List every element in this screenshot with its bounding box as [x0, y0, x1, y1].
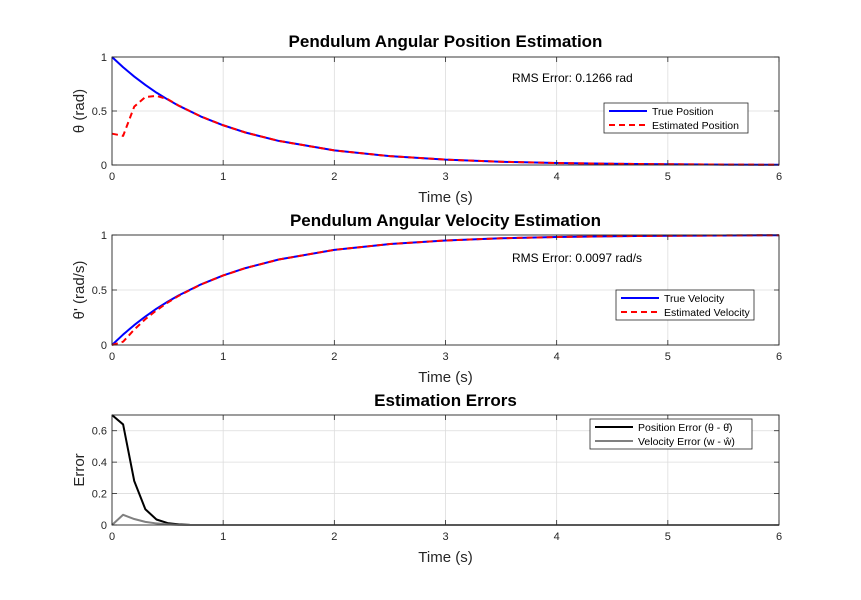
subplot-2: 0 1 2 3 4 5 6 0 0.5 1 Pendulum Angular Velocity Es…: [71, 211, 782, 386]
x-axis-label: Time (s): [418, 549, 472, 566]
y-tick-label: 0.2: [92, 489, 107, 501]
x-tick-label: 1: [220, 171, 226, 183]
x-tick-label: 1: [220, 531, 226, 543]
y-axis-label: Error: [71, 453, 88, 486]
x-tick-label: 1: [220, 351, 226, 363]
y-tick-label: 0.6: [92, 426, 107, 438]
x-tick-label: 0: [109, 531, 115, 543]
legend-label-1: Position Error (θ - θ̂): [638, 422, 733, 434]
y-axis-label: θ' (rad/s): [71, 261, 88, 320]
y-tick-label: 0.4: [92, 457, 107, 469]
x-tick-label: 6: [776, 351, 782, 363]
legend: True Velocity Estimated Velocity: [615, 289, 755, 321]
legend-box: [589, 418, 753, 450]
legend-label-2: Velocity Error (w - ŵ): [638, 436, 735, 448]
y-tick-label: 0.5: [92, 106, 107, 118]
x-tick-label: 3: [442, 351, 448, 363]
chart-title: Estimation Errors: [374, 391, 517, 410]
legend-label-1: True Position: [652, 106, 714, 118]
y-tick-label: 1: [101, 230, 107, 242]
series-line-2: [111, 94, 780, 166]
legend-label-2: Estimated Velocity: [664, 307, 751, 319]
x-tick-label: 3: [442, 171, 448, 183]
rms-annotation: RMS Error: 0.1266 rad: [512, 71, 633, 85]
y-tick-label: 0: [101, 520, 107, 532]
chart-title: Pendulum Angular Position Estimation: [289, 32, 603, 51]
subplot-1: 0 1 2 3 4 5 6 0 0.5 1 Pendulum Angular Position Es…: [71, 32, 782, 206]
legend-box: [603, 102, 749, 134]
rms-annotation: RMS Error: 0.0097 rad/s: [512, 251, 642, 265]
x-axis-label: Time (s): [418, 369, 472, 386]
x-tick-label: 2: [331, 171, 337, 183]
x-tick-label: 6: [776, 171, 782, 183]
subplot-3: 0 1 2 3 4 5 6 0 0.2 0.4 0.6 Estimation Errors Time (…: [71, 391, 782, 566]
y-tick-label: 0: [101, 340, 107, 352]
series-line-2: [111, 234, 780, 346]
x-tick-label: 4: [554, 351, 560, 363]
legend: Position Error (θ - θ̂) Velocity Error (w…: [589, 418, 753, 450]
y-tick-label: 1: [101, 52, 107, 64]
y-tick-label: 0: [101, 160, 107, 172]
x-tick-label: 0: [109, 171, 115, 183]
x-tick-label: 5: [665, 351, 671, 363]
x-tick-label: 4: [554, 171, 560, 183]
legend-label-1: True Velocity: [664, 293, 725, 305]
x-tick-label: 6: [776, 531, 782, 543]
legend: True Position Estimated Position: [603, 102, 749, 134]
x-tick-label: 5: [665, 171, 671, 183]
x-axis-label: Time (s): [418, 189, 472, 206]
x-tick-label: 3: [442, 531, 448, 543]
x-tick-label: 0: [109, 351, 115, 363]
x-tick-label: 4: [554, 531, 560, 543]
x-tick-label: 2: [331, 351, 337, 363]
y-tick-label: 0.5: [92, 285, 107, 297]
y-axis-label: θ (rad): [71, 89, 88, 133]
x-tick-label: 5: [665, 531, 671, 543]
legend-label-2: Estimated Position: [652, 120, 739, 132]
chart-title: Pendulum Angular Velocity Estimation: [290, 211, 601, 230]
legend-box: [615, 289, 755, 321]
x-tick-label: 2: [331, 531, 337, 543]
